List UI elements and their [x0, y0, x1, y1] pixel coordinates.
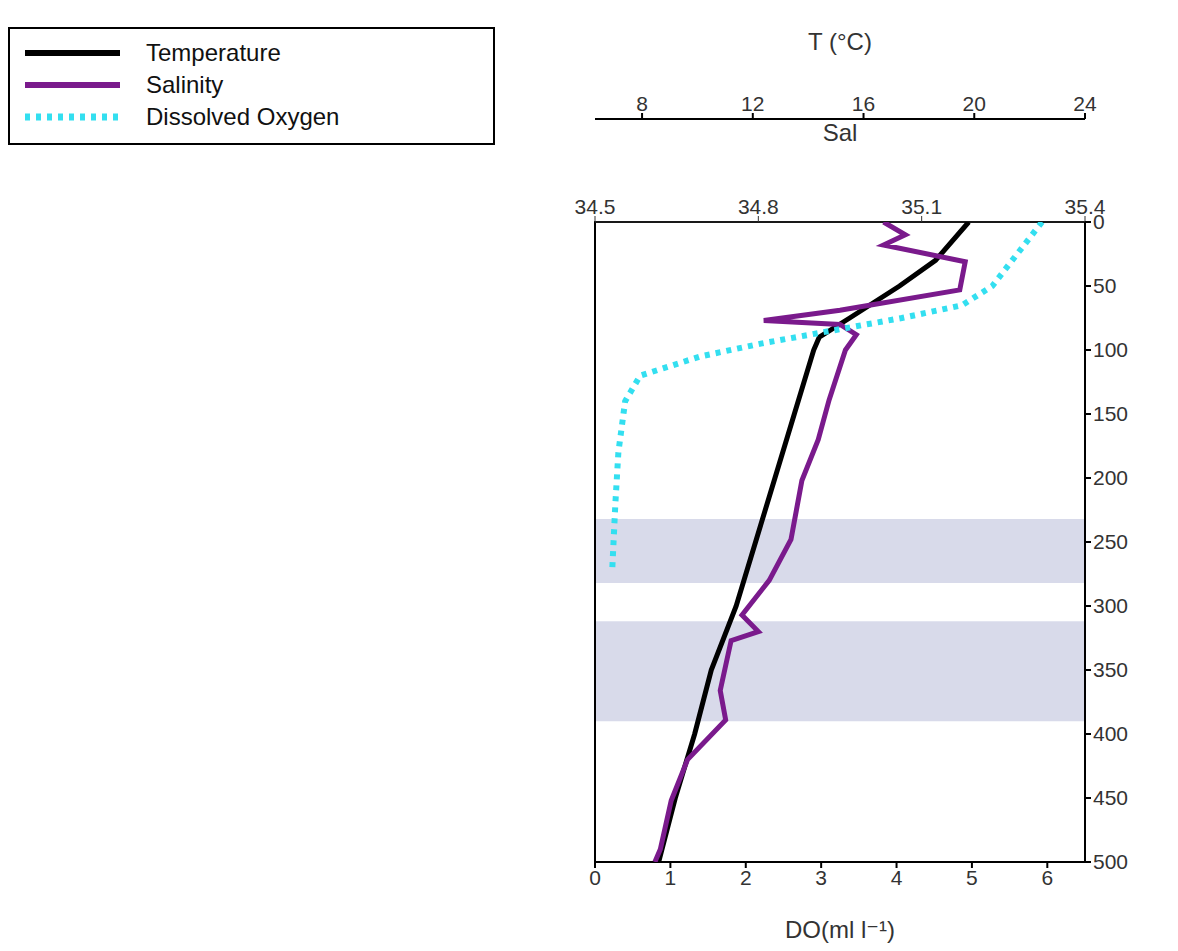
svg-text:0: 0 — [1093, 210, 1105, 233]
svg-text:8: 8 — [636, 92, 648, 115]
svg-text:150: 150 — [1093, 402, 1128, 425]
svg-text:16: 16 — [852, 92, 875, 115]
svg-text:12: 12 — [741, 92, 764, 115]
svg-text:200: 200 — [1093, 466, 1128, 489]
svg-text:100: 100 — [1093, 338, 1128, 361]
html-text:Dissolved Oxygen: Dissolved Oxygen — [146, 103, 340, 130]
svg-text:Sal: Sal — [823, 119, 858, 146]
svg-text:300: 300 — [1093, 594, 1128, 617]
html-text:Salinity: Salinity — [146, 71, 224, 98]
svg-text:500: 500 — [1093, 850, 1128, 873]
svg-text:400: 400 — [1093, 722, 1128, 745]
html-text:Temperature: Temperature — [146, 39, 281, 66]
svg-text:5: 5 — [966, 866, 978, 889]
svg-text:4: 4 — [891, 866, 903, 889]
svg-text:20: 20 — [963, 92, 986, 115]
svg-text:24: 24 — [1073, 92, 1097, 115]
svg-text:350: 350 — [1093, 658, 1128, 681]
svg-text:6: 6 — [1041, 866, 1053, 889]
svg-text:35.4: 35.4 — [1064, 195, 1106, 218]
svg-text:T (°C): T (°C) — [808, 28, 872, 55]
svg-text:250: 250 — [1093, 530, 1128, 553]
svg-text:34.8: 34.8 — [738, 195, 779, 218]
svg-text:DO(ml l⁻¹): DO(ml l⁻¹) — [785, 916, 895, 943]
svg-text:34.5: 34.5 — [575, 195, 616, 218]
svg-text:0: 0 — [589, 866, 601, 889]
svg-text:2: 2 — [740, 866, 752, 889]
svg-text:450: 450 — [1093, 786, 1128, 809]
svg-text:50: 50 — [1093, 274, 1116, 297]
svg-text:1: 1 — [665, 866, 677, 889]
svg-text:35.1: 35.1 — [901, 195, 942, 218]
svg-text:3: 3 — [815, 866, 827, 889]
